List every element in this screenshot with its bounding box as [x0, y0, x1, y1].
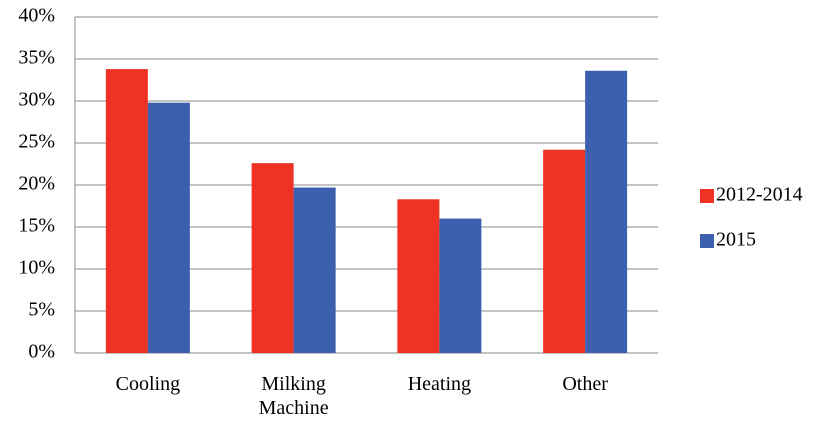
bar [293, 187, 336, 353]
bar [585, 70, 628, 353]
bar [543, 149, 586, 353]
y-tick-label: 20% [18, 173, 55, 195]
y-tick-label: 5% [28, 299, 55, 321]
y-tick-label: 40% [18, 5, 55, 27]
legend-swatch [700, 234, 714, 248]
y-tick-label: 15% [18, 215, 55, 237]
x-tick-label: Heating [407, 373, 472, 395]
legend-label: 2015 [716, 229, 756, 251]
y-tick-label: 30% [18, 89, 55, 111]
bar [105, 69, 148, 353]
y-tick-label: 10% [18, 257, 55, 279]
legend-label: 2012-2014 [716, 184, 803, 206]
bar [251, 163, 294, 353]
bar [397, 199, 440, 353]
legend-swatch [700, 189, 714, 203]
x-tick-label: Milking Machine [258, 373, 329, 419]
y-tick-label: 0% [28, 341, 55, 363]
bar [147, 102, 190, 354]
y-tick-label: 25% [18, 131, 55, 153]
y-tick-label: 35% [18, 47, 55, 69]
x-tick-label: Cooling [115, 373, 181, 395]
x-tick-label: Other [562, 373, 608, 395]
bar [439, 218, 482, 353]
